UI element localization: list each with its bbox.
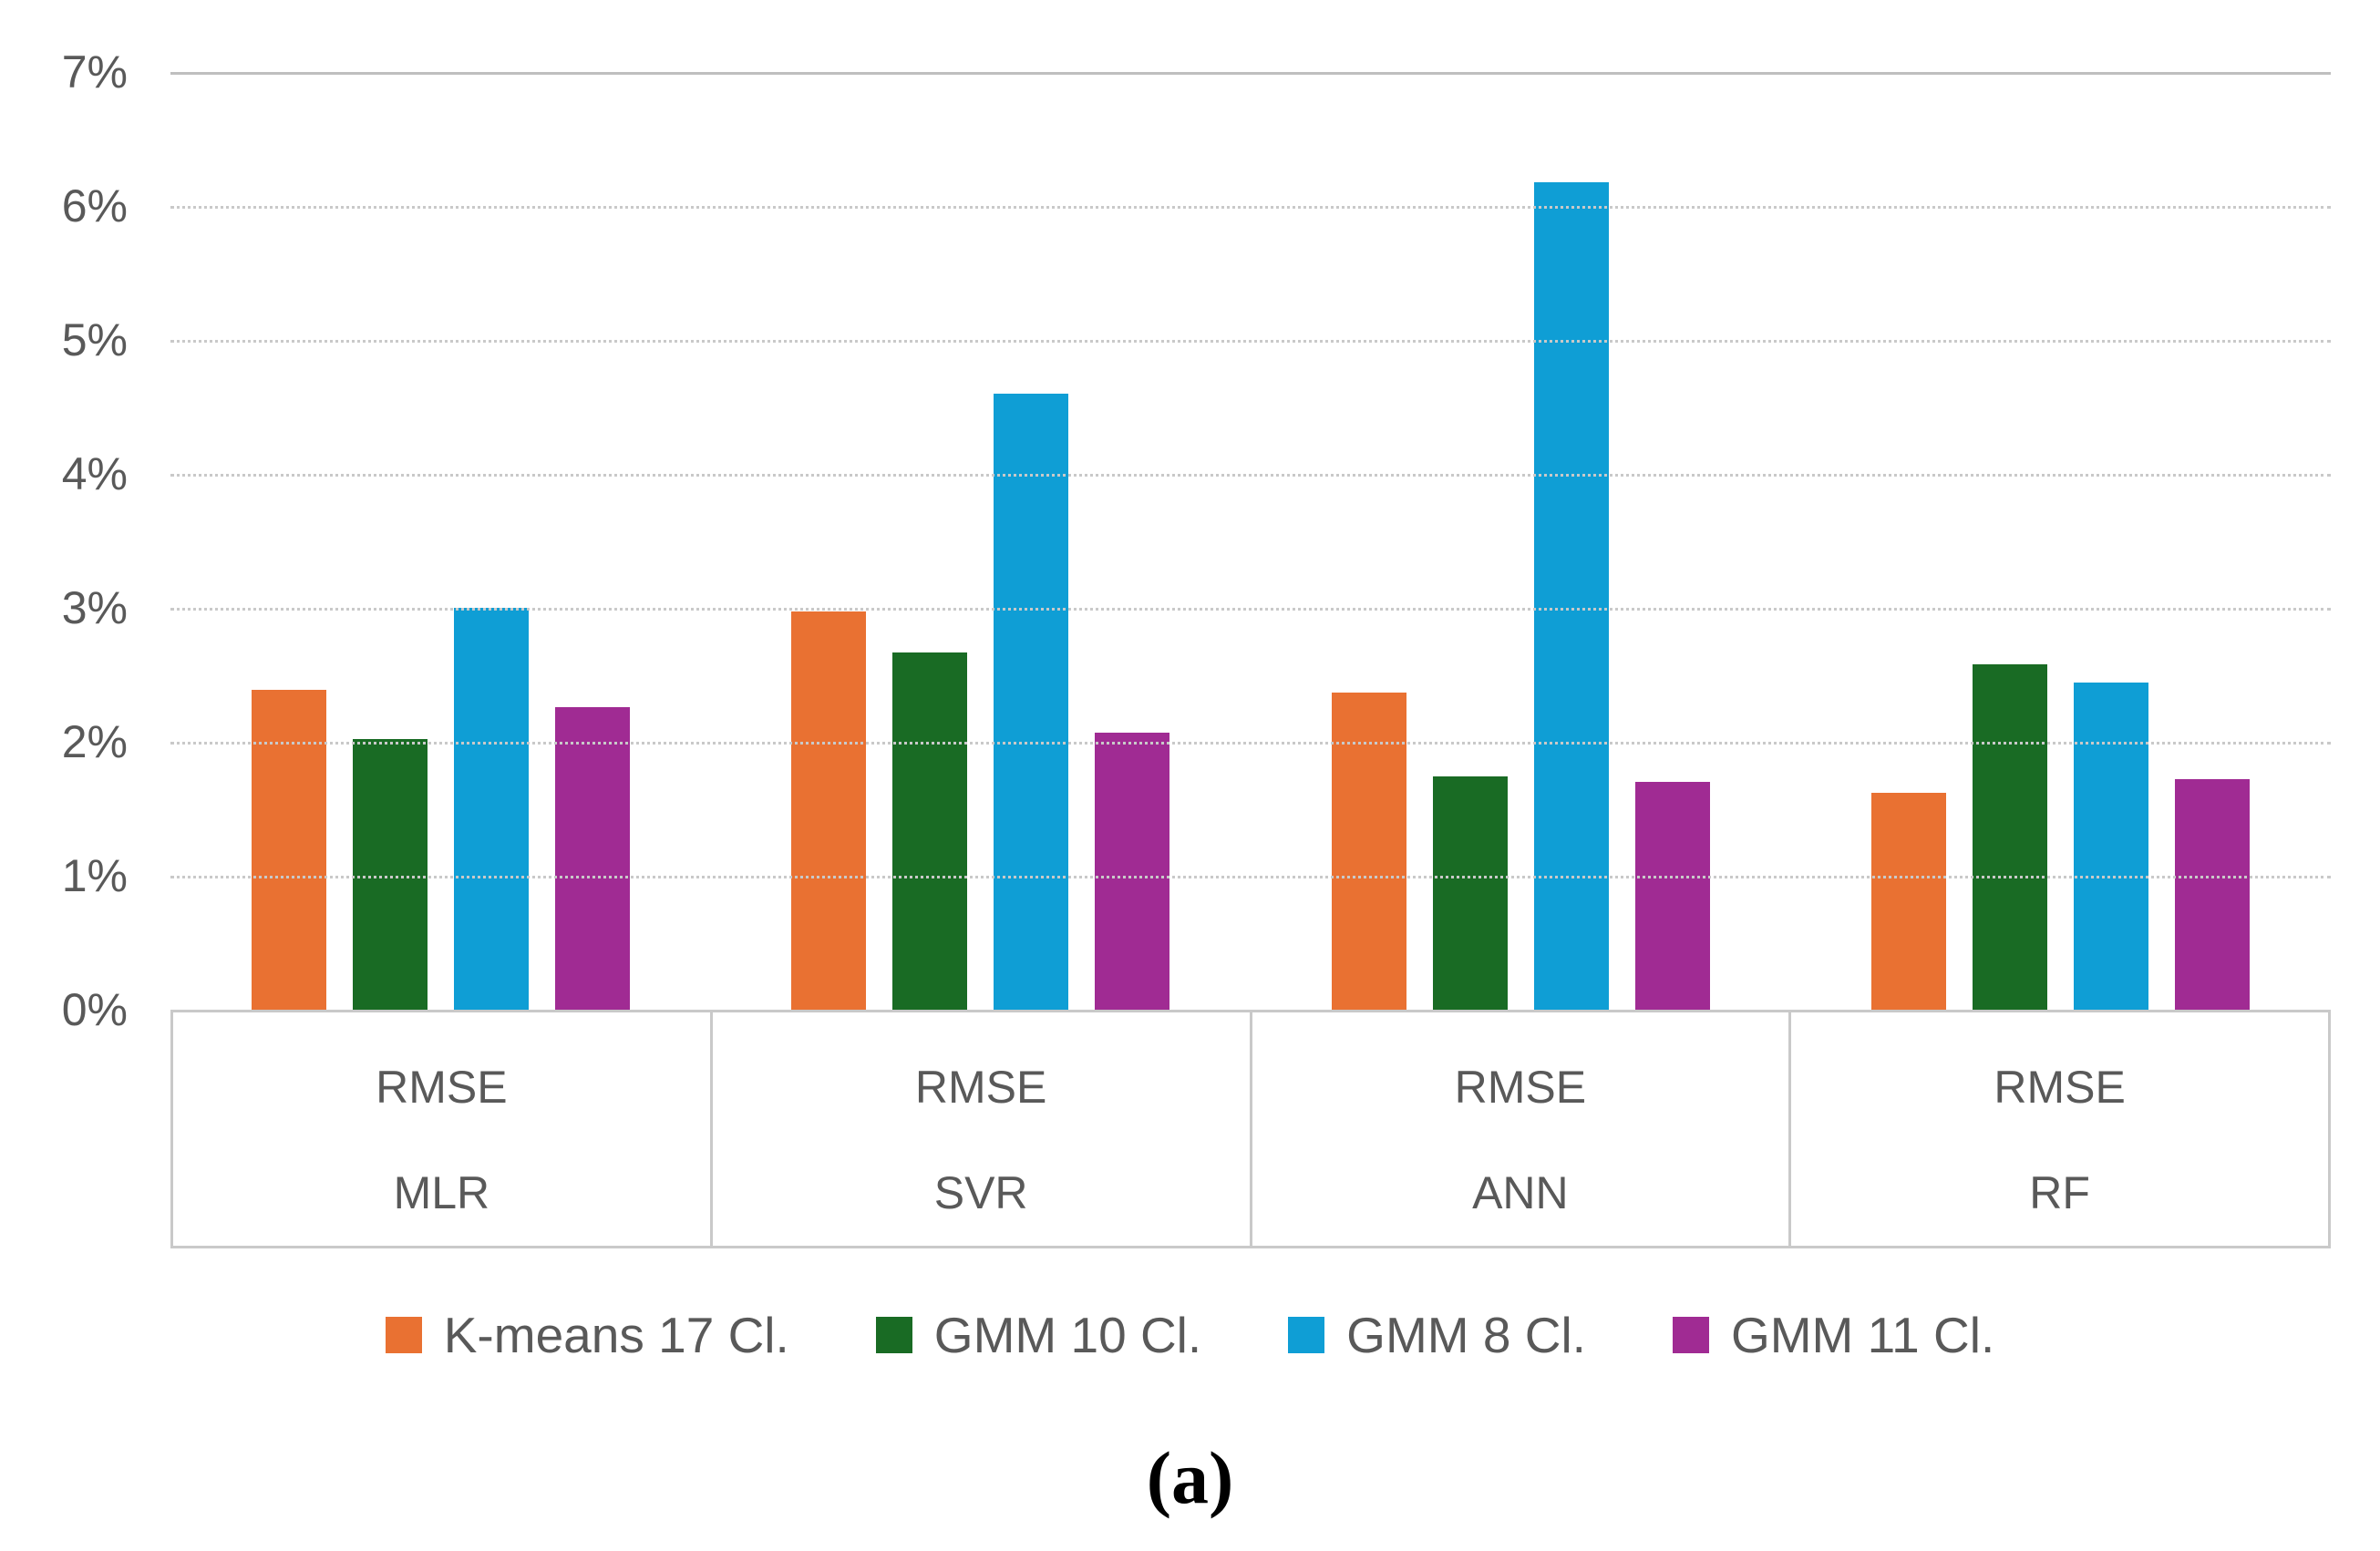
gridline-5%	[170, 340, 2331, 343]
gridline-3%	[170, 608, 2331, 611]
y-tick-label-1: 1%	[61, 850, 128, 901]
bar-gmm-8-cl-ann	[1533, 181, 1609, 1010]
legend-item-gmm-10-cl: GMM 10 Cl.	[875, 1306, 1202, 1364]
category-cell-svr: RMSE SVR	[709, 1012, 1250, 1246]
gridline-4%	[170, 474, 2331, 477]
legend: K-means 17 Cl. GMM 10 Cl. GMM 8 Cl. GMM 11 …	[0, 1294, 2380, 1376]
category-cell-mlr: RMSE MLR	[173, 1012, 710, 1246]
bar-gmm-10-cl-svr	[892, 652, 968, 1010]
bar-group-svr	[711, 72, 1252, 1010]
category-metric-label: RMSE	[914, 1062, 1047, 1113]
category-cell-rf: RMSE RF	[1788, 1012, 2328, 1246]
legend-label: GMM 11 Cl.	[1730, 1307, 1995, 1363]
category-model-label: ANN	[1472, 1167, 1569, 1218]
y-tick-label-2: 2%	[61, 716, 128, 767]
legend-label: GMM 10 Cl.	[933, 1307, 1202, 1363]
category-axis-table: RMSE MLR RMSE SVR RMSE ANN RMSE RF	[170, 1010, 2331, 1248]
bar-gmm-11-cl-mlr	[554, 706, 630, 1010]
gridline-7%	[170, 72, 2331, 75]
y-tick-label-3: 3%	[61, 582, 128, 633]
category-model-label: SVR	[933, 1167, 1028, 1218]
legend-label: K-means 17 Cl.	[443, 1307, 789, 1363]
plot-area	[170, 72, 2331, 1010]
category-cell-ann: RMSE ANN	[1249, 1012, 1789, 1246]
bar-gmm-8-cl-svr	[994, 393, 1069, 1010]
gridline-2%	[170, 742, 2331, 745]
y-tick-label-7: 7%	[61, 46, 128, 98]
bar-gmm-10-cl-rf	[1973, 663, 2048, 1010]
category-model-label: RF	[2029, 1167, 2090, 1218]
legend-item-k-means-17-cl: K-means 17 Cl.	[385, 1306, 789, 1364]
figure-caption: (a)	[1146, 1436, 1234, 1519]
bar-gmm-10-cl-ann	[1432, 776, 1508, 1010]
legend-swatch-icon	[1288, 1317, 1325, 1353]
bar-gmm-8-cl-mlr	[453, 608, 529, 1010]
bar-gmm-11-cl-rf	[2175, 779, 2251, 1010]
y-tick-label-6: 6%	[61, 180, 128, 231]
bar-gmm-8-cl-rf	[2074, 683, 2149, 1010]
category-metric-label: RMSE	[376, 1062, 508, 1113]
legend-label: GMM 8 Cl.	[1346, 1307, 1586, 1363]
legend-swatch-icon	[1672, 1317, 1709, 1353]
legend-item-gmm-8-cl: GMM 8 Cl.	[1288, 1306, 1586, 1364]
bar-gmm-10-cl-mlr	[352, 739, 428, 1010]
category-metric-label: RMSE	[1454, 1062, 1587, 1113]
gridline-1%	[170, 876, 2331, 878]
bar-gmm-11-cl-svr	[1095, 732, 1170, 1010]
legend-item-gmm-11-cl: GMM 11 Cl.	[1672, 1306, 1995, 1364]
y-tick-label-5: 5%	[61, 314, 128, 365]
bar-k-means-17-cl-ann	[1331, 692, 1406, 1010]
category-metric-label: RMSE	[1994, 1062, 2126, 1113]
y-tick-label-4: 4%	[61, 448, 128, 499]
bar-k-means-17-cl-rf	[1871, 792, 1947, 1010]
bar-groups-container	[170, 72, 2331, 1010]
bar-gmm-11-cl-ann	[1634, 782, 1710, 1010]
legend-swatch-icon	[875, 1317, 912, 1353]
bar-group-ann	[1251, 72, 1791, 1010]
y-tick-label-0: 0%	[61, 984, 128, 1035]
category-model-label: MLR	[393, 1167, 490, 1218]
bar-k-means-17-cl-mlr	[251, 689, 326, 1010]
bar-group-rf	[1791, 72, 2332, 1010]
gridline-6%	[170, 206, 2331, 209]
bar-k-means-17-cl-svr	[791, 611, 867, 1010]
bar-group-mlr	[170, 72, 711, 1010]
legend-swatch-icon	[385, 1317, 422, 1353]
